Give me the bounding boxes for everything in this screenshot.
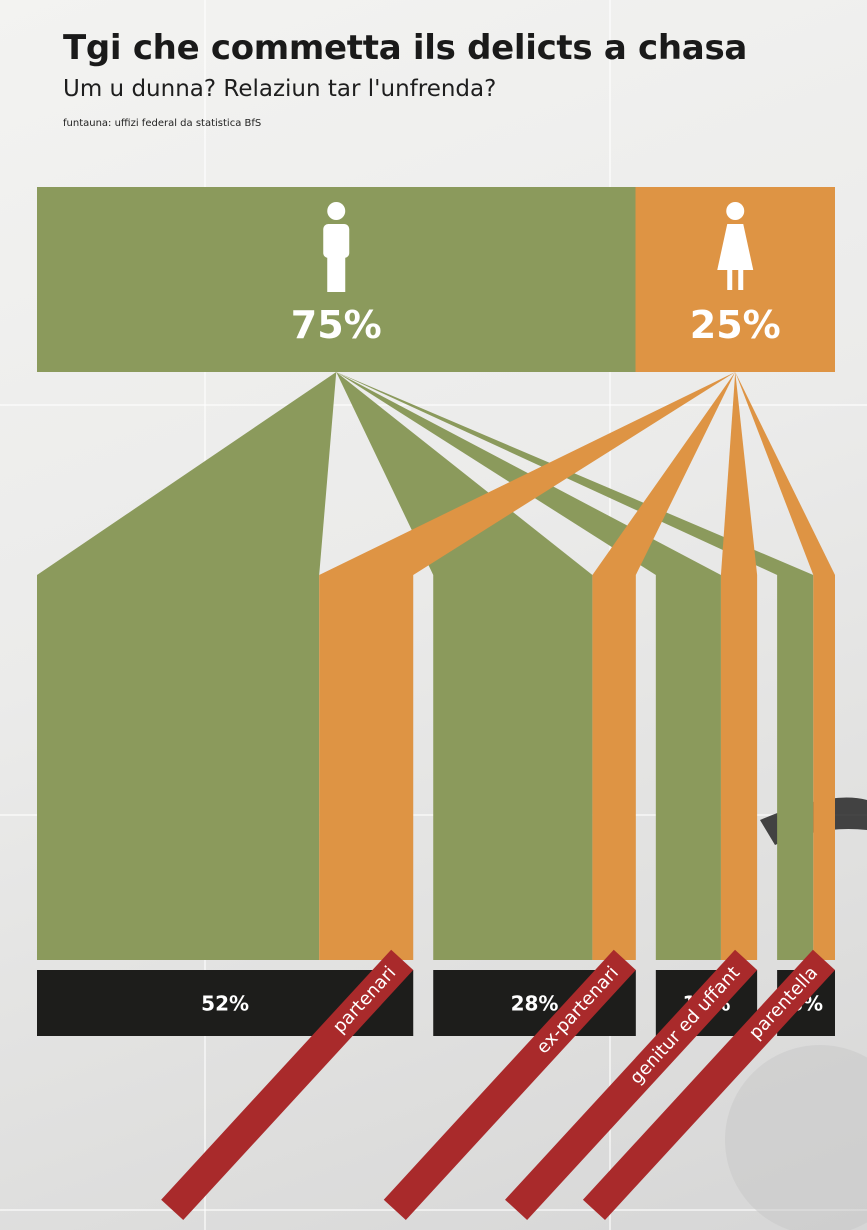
man-icon [323,202,350,292]
column-women-3 [813,575,835,960]
column-men-2 [655,575,721,960]
flow-men-1 [336,372,593,575]
column-women-0 [319,575,414,960]
chart-source: funtauna: uffizi federal da statistica B… [63,118,262,129]
flows [37,372,835,575]
column-women-2 [720,575,758,960]
flow-women-0 [319,372,736,575]
flow-men-0 [37,372,337,575]
flow-women-1 [592,372,736,575]
flow-women-2 [720,372,758,575]
category-ribbon-2 [505,949,758,1220]
chart-subtitle: Um u dunna? Relaziun tar l'unfrenda? [63,76,497,102]
value-label-0: 52% [201,992,249,1016]
chart-title: Tgi che commetta ils delicts a chasa [63,28,748,68]
column-men-0 [37,575,320,960]
source-label-women: 25% [690,303,781,347]
flow-men-3 [336,372,814,575]
category-ribbon-3 [582,949,835,1220]
woman-icon [717,202,754,290]
column-men-3 [777,575,814,960]
column-women-1 [592,575,636,960]
source-label-men: 75% [291,303,382,347]
value-label-1: 28% [511,992,559,1016]
column-men-1 [433,575,593,960]
flow-women-3 [735,372,835,575]
category-ribbon-0 [161,949,414,1220]
category-ribbon-1 [383,949,636,1220]
